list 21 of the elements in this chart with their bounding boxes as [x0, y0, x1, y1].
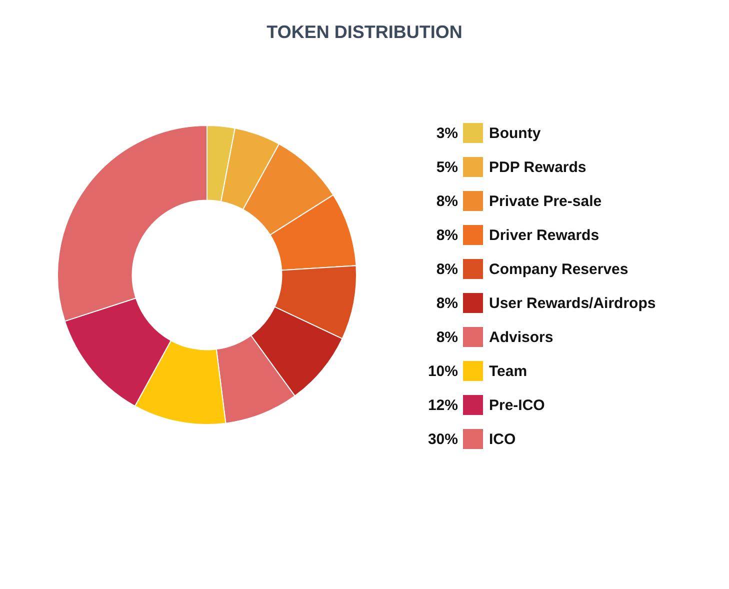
- data-label: 12%: [426, 396, 458, 414]
- data-label: 10%: [426, 362, 458, 380]
- legend-label: Advisors: [489, 328, 554, 346]
- legend-label: Pre-ICO: [489, 396, 545, 414]
- legend-label: Driver Rewards: [489, 226, 600, 244]
- legend-label: ICO: [489, 430, 516, 448]
- legend-label: Team: [489, 362, 528, 380]
- data-label: 8%: [435, 294, 458, 312]
- legend-label: Bounty: [489, 124, 541, 142]
- legend-label: PDP Rewards: [489, 158, 586, 176]
- data-label: 8%: [435, 226, 458, 244]
- data-label: 8%: [435, 328, 458, 346]
- legend-label: User Rewards/Airdrops: [489, 294, 656, 312]
- legend-label: Private Pre-sale: [489, 192, 602, 210]
- data-label: 5%: [435, 158, 458, 176]
- data-label: 3%: [435, 124, 458, 142]
- legend-label: Company Reserves: [489, 260, 628, 278]
- chart-title: TOKEN DISTRIBUTION: [266, 22, 464, 43]
- data-label: 30%: [426, 430, 458, 448]
- data-label: 8%: [435, 192, 458, 210]
- data-label: 8%: [435, 260, 458, 278]
